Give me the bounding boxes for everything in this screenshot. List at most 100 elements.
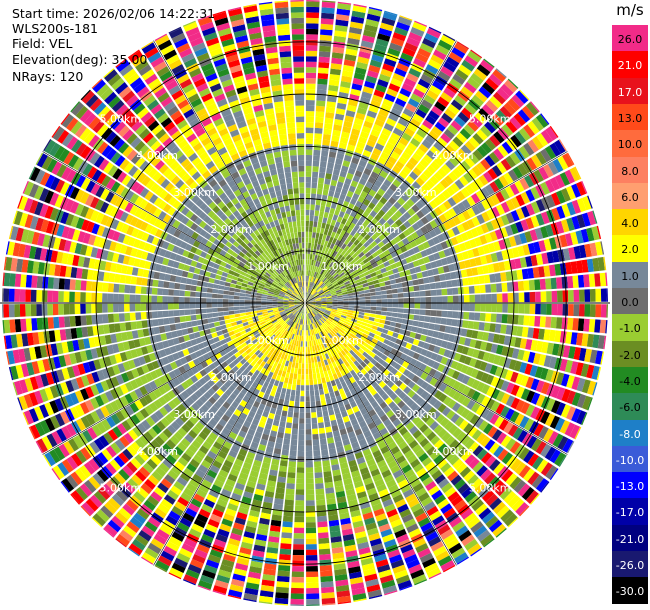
velocity-cell <box>334 209 340 216</box>
velocity-cell <box>128 543 143 556</box>
velocity-cell <box>161 356 170 365</box>
velocity-cell <box>466 249 475 259</box>
velocity-cell <box>570 261 578 274</box>
velocity-cell <box>395 160 405 170</box>
velocity-cell <box>532 136 544 150</box>
velocity-cell <box>283 307 290 310</box>
velocity-cell <box>222 307 229 312</box>
velocity-cell <box>285 310 291 314</box>
velocity-cell <box>120 332 128 341</box>
velocity-cell <box>272 264 278 271</box>
velocity-cell <box>247 398 255 406</box>
velocity-cell <box>240 286 247 291</box>
velocity-cell <box>467 277 474 286</box>
velocity-cell <box>153 108 166 120</box>
velocity-cell <box>246 21 261 30</box>
velocity-cell <box>338 223 345 230</box>
velocity-cell <box>214 93 226 103</box>
velocity-cell <box>275 356 281 363</box>
velocity-cell <box>318 172 326 179</box>
velocity-cell <box>29 424 41 439</box>
velocity-cell <box>206 287 213 293</box>
velocity-cell <box>290 279 294 285</box>
velocity-cell <box>422 119 434 130</box>
velocity-cell <box>571 199 582 214</box>
velocity-cell <box>163 101 176 112</box>
velocity-cell <box>44 402 54 416</box>
velocity-cell <box>496 161 507 174</box>
velocity-cell <box>318 56 330 63</box>
velocity-cell <box>353 239 360 246</box>
velocity-cell <box>385 285 392 290</box>
velocity-cell <box>167 105 179 117</box>
velocity-cell <box>518 127 531 141</box>
velocity-cell <box>282 78 293 85</box>
velocity-cell <box>267 158 275 166</box>
velocity-cell <box>295 357 299 363</box>
velocity-cell <box>343 252 349 258</box>
velocity-cell <box>228 362 236 369</box>
velocity-cell <box>305 220 309 227</box>
velocity-cell <box>21 259 29 273</box>
velocity-cell <box>296 122 305 128</box>
velocity-cell <box>337 301 344 303</box>
velocity-cell <box>349 267 356 273</box>
velocity-cell <box>533 169 544 183</box>
velocity-cell <box>118 313 125 322</box>
velocity-cell <box>290 307 296 311</box>
velocity-cell <box>482 265 490 274</box>
velocity-cell <box>245 273 252 279</box>
velocity-cell <box>294 254 298 260</box>
velocity-cell <box>374 287 381 292</box>
velocity-cell <box>197 325 205 331</box>
velocity-cell <box>262 313 269 317</box>
velocity-cell <box>79 483 93 497</box>
velocity-cell <box>525 102 539 116</box>
velocity-cell <box>239 309 246 313</box>
velocity-cell <box>106 344 115 355</box>
velocity-cell <box>245 339 252 345</box>
velocity-cell <box>305 193 311 199</box>
velocity-cell <box>262 574 276 582</box>
velocity-cell <box>55 251 64 264</box>
velocity-cell <box>226 543 239 552</box>
velocity-cell <box>250 232 257 239</box>
velocity-cell <box>323 128 332 135</box>
velocity-cell <box>306 0 320 2</box>
velocity-cell <box>321 298 327 301</box>
velocity-cell <box>335 204 342 211</box>
velocity-cell <box>188 429 198 439</box>
velocity-cell <box>195 398 204 408</box>
velocity-cell <box>480 59 494 73</box>
velocity-cell <box>251 555 264 563</box>
velocity-cell <box>74 291 81 303</box>
velocity-cell <box>531 117 544 132</box>
velocity-cell <box>343 278 349 283</box>
velocity-cell <box>95 185 105 198</box>
velocity-cell <box>107 283 114 293</box>
velocity-cell <box>261 309 268 312</box>
velocity-cell <box>324 272 329 278</box>
velocity-cell <box>402 287 409 293</box>
velocity-cell <box>291 278 295 284</box>
velocity-cell <box>284 239 290 246</box>
velocity-cell <box>264 285 270 290</box>
velocity-cell <box>407 248 415 256</box>
velocity-cell <box>292 310 298 315</box>
velocity-cell <box>270 390 276 397</box>
velocity-cell <box>262 188 269 196</box>
velocity-cell <box>335 14 350 22</box>
velocity-cell <box>270 430 278 437</box>
velocity-cell <box>334 30 347 38</box>
velocity-cell <box>363 286 370 291</box>
velocity-cell <box>129 516 143 529</box>
velocity-cell <box>254 539 267 547</box>
velocity-cell <box>314 122 324 129</box>
velocity-cell <box>350 88 361 97</box>
velocity-cell <box>247 83 259 91</box>
velocity-cell <box>265 152 274 160</box>
velocity-cell <box>428 26 442 34</box>
velocity-cell <box>130 321 137 330</box>
velocity-cell <box>294 304 300 306</box>
